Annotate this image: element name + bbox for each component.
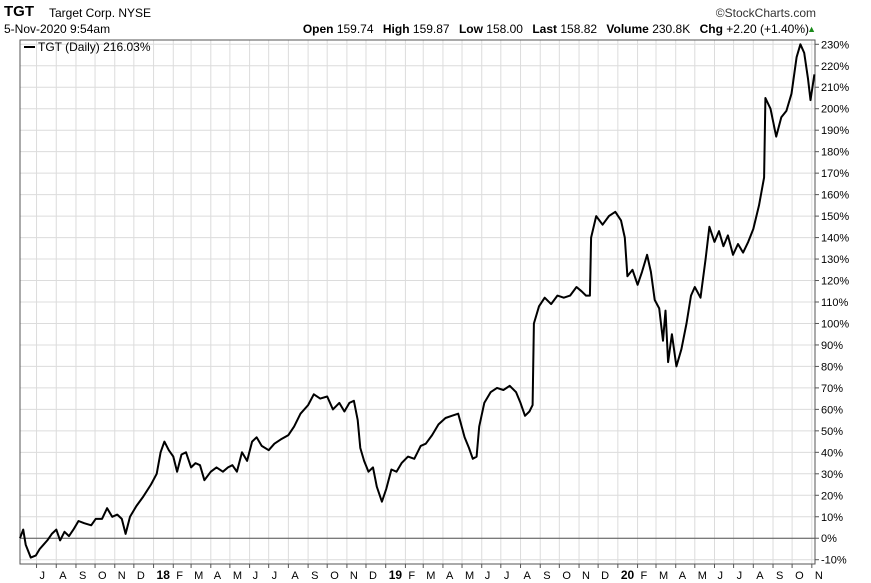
x-tick-label: D bbox=[137, 570, 145, 582]
x-tick-label: M bbox=[426, 570, 435, 582]
open-label: Open bbox=[302, 22, 334, 36]
company-info: Target Corp. NYSE bbox=[49, 6, 151, 20]
x-tick-label: S bbox=[543, 570, 550, 582]
series-line-tgt bbox=[19, 43, 816, 559]
y-tick-label: 210% bbox=[821, 82, 849, 94]
y-tick-label: 130% bbox=[821, 254, 849, 266]
high-label: High bbox=[382, 22, 410, 36]
y-tick-label: 190% bbox=[821, 125, 849, 137]
x-tick-label: N bbox=[118, 570, 126, 582]
y-tick-label: 80% bbox=[821, 361, 843, 373]
x-tick-label: J bbox=[253, 570, 259, 582]
x-tick-label: A bbox=[524, 570, 532, 582]
last-label: Last bbox=[532, 22, 558, 36]
x-axis: J A S O N D 18 F M A M J J A S O N D 19 F M A M J J A S O N D 20 F M A M J J… bbox=[36, 564, 823, 582]
x-tick-label: D bbox=[369, 570, 377, 582]
y-tick-label: 100% bbox=[821, 318, 849, 330]
x-tick-label: S bbox=[79, 570, 86, 582]
y-tick-label: 220% bbox=[821, 61, 849, 73]
x-tick-label: 18 bbox=[157, 568, 171, 582]
x-tick-label: O bbox=[562, 570, 571, 582]
y-tick-label: 90% bbox=[821, 340, 843, 352]
y-tick-label: 60% bbox=[821, 404, 843, 416]
y-tick-label: 110% bbox=[821, 297, 849, 309]
volume-value: 230.8K bbox=[652, 22, 691, 36]
low-value: 158.00 bbox=[486, 22, 523, 36]
x-tick-label: M bbox=[659, 570, 668, 582]
x-tick-label: 20 bbox=[621, 568, 635, 582]
x-tick-label: O bbox=[330, 570, 339, 582]
exchange-name: NYSE bbox=[118, 6, 152, 20]
y-tick-label: 30% bbox=[821, 469, 843, 481]
x-tick-label: 19 bbox=[389, 568, 403, 582]
x-tick-label: S bbox=[311, 570, 318, 582]
high-value: 159.87 bbox=[412, 22, 450, 36]
y-tick-label: 170% bbox=[821, 168, 849, 180]
x-tick-label: A bbox=[756, 570, 764, 582]
x-tick-label: F bbox=[641, 570, 648, 582]
y-tick-label: 230% bbox=[821, 39, 849, 51]
x-tick-label: J bbox=[40, 570, 46, 582]
x-tick-label: M bbox=[698, 570, 707, 582]
y-tick-label: -10% bbox=[821, 555, 847, 567]
x-tick-label: A bbox=[214, 570, 222, 582]
x-tick-label: A bbox=[679, 570, 687, 582]
y-tick-label: 150% bbox=[821, 211, 849, 223]
x-tick-label: F bbox=[408, 570, 415, 582]
x-tick-label: M bbox=[233, 570, 242, 582]
quote-datetime: 5-Nov-2020 9:54am bbox=[4, 22, 111, 36]
chart-header: TGT Target Corp. NYSE 5-Nov-2020 9:54am … bbox=[0, 0, 871, 40]
company-name: Target Corp. bbox=[49, 6, 116, 20]
y-tick-label: 120% bbox=[821, 276, 849, 288]
triangle-up-icon: ▲ bbox=[807, 24, 816, 34]
y-tick-label: 160% bbox=[821, 190, 849, 202]
x-tick-label: O bbox=[98, 570, 107, 582]
x-tick-label: J bbox=[485, 570, 491, 582]
x-tick-label: N bbox=[582, 570, 590, 582]
last-value: 158.82 bbox=[560, 22, 598, 36]
x-tick-label: J bbox=[272, 570, 278, 582]
y-tick-label: 40% bbox=[821, 447, 843, 459]
ticker-symbol: TGT bbox=[4, 3, 34, 20]
legend-label: TGT (Daily) 216.03% bbox=[38, 40, 151, 54]
x-tick-label: M bbox=[465, 570, 474, 582]
x-tick-label: S bbox=[776, 570, 783, 582]
y-tick-label: 10% bbox=[821, 512, 843, 524]
brand-watermark: ©StockCharts.com bbox=[715, 6, 816, 20]
x-tick-label: F bbox=[176, 570, 183, 582]
x-tick-label: J bbox=[504, 570, 510, 582]
y-tick-label: 70% bbox=[821, 383, 843, 395]
x-tick-label: A bbox=[291, 570, 299, 582]
x-tick-label: A bbox=[59, 570, 67, 582]
x-tick-label: O bbox=[795, 570, 804, 582]
x-tick-label: A bbox=[446, 570, 454, 582]
x-tick-label: N bbox=[815, 570, 823, 582]
low-label: Low bbox=[458, 22, 483, 36]
y-tick-label: 20% bbox=[821, 490, 843, 502]
x-tick-label: J bbox=[737, 570, 743, 582]
y-axis: 230% 220% 210% 200% 190% 180% 170% 160% 150% 140%… bbox=[815, 39, 849, 567]
quote-summary: Open 159.74 High 159.87 Low 158.00 Last … bbox=[303, 22, 809, 36]
y-tick-label: 0% bbox=[821, 533, 837, 545]
y-tick-label: 50% bbox=[821, 426, 843, 438]
x-tick-label: M bbox=[194, 570, 203, 582]
chg-value: +2.20 (+1.40%) bbox=[726, 22, 809, 36]
x-tick-label: J bbox=[718, 570, 724, 582]
y-tick-label: 200% bbox=[821, 104, 849, 116]
x-tick-label: N bbox=[350, 570, 358, 582]
open-value: 159.74 bbox=[336, 22, 374, 36]
x-tick-label: D bbox=[601, 570, 609, 582]
chart-grid bbox=[20, 40, 815, 564]
chg-label: Chg bbox=[699, 22, 723, 36]
volume-label: Volume bbox=[606, 22, 649, 36]
y-tick-label: 140% bbox=[821, 233, 849, 245]
y-tick-label: 180% bbox=[821, 147, 849, 159]
legend: TGT (Daily) 216.03% bbox=[24, 40, 151, 54]
